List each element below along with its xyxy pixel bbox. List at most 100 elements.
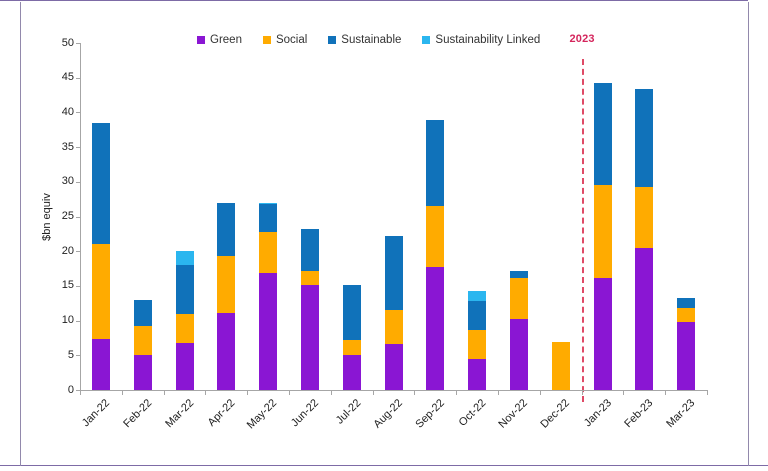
x-axis-tick	[330, 391, 332, 395]
bar-segment-green	[133, 355, 152, 390]
y-tick-label: 20	[61, 244, 74, 257]
bar-segment-sustainable	[677, 297, 696, 309]
legend-swatch-icon	[422, 36, 431, 44]
y-tick-label: 10	[61, 314, 74, 327]
bar-segment-social	[384, 310, 403, 345]
bar-segment-social	[551, 342, 570, 390]
bar-apr-22	[217, 203, 236, 390]
bar-segment-social	[259, 231, 278, 274]
bar-segment-green	[91, 339, 110, 390]
bar-segment-social	[426, 206, 445, 268]
bar-feb-23	[635, 88, 654, 390]
y-axis-line	[80, 43, 81, 391]
bar-segment-sustainable	[509, 271, 528, 278]
bar-segment-social	[133, 326, 152, 356]
bar-segment-sustainable	[217, 203, 236, 257]
x-tick-label-mar-23: Mar-23	[664, 397, 698, 431]
x-axis-tick	[623, 391, 625, 395]
plot-area: 0 5 10 15 20 25 30 35 40 45 50 Jan-22 Feb-22 Mar-22 Ap…	[62, 37, 708, 431]
y-tick-label: 5	[67, 348, 74, 361]
bar-segment-social	[91, 243, 110, 340]
x-axis-tick	[414, 391, 416, 395]
bar-segment-sustainable	[133, 299, 152, 327]
y-axis-tick	[76, 390, 80, 391]
x-tick-label-aug-22: Aug-22	[371, 397, 405, 431]
x-tick-label-may-22: May-22	[245, 397, 280, 432]
x-tick-label-dec-22: Dec-22	[538, 397, 573, 431]
bar-segment-social	[300, 270, 319, 286]
y-tick-label: 40	[61, 105, 74, 118]
bar-sep-22	[426, 120, 445, 390]
legend-swatch-icon	[328, 36, 337, 44]
x-axis-tick	[581, 391, 583, 395]
annotation-2023-label: 2023	[569, 33, 595, 45]
bar-segment-social	[342, 340, 361, 356]
panel-border-left	[20, 2, 21, 466]
x-axis-tick	[372, 391, 374, 395]
bar-segment-sustainability-linked	[468, 290, 487, 302]
x-axis-line	[80, 390, 708, 391]
x-tick-label-sep-22: Sep-22	[413, 397, 447, 431]
bar-segment-green	[593, 278, 612, 390]
bar-segment-sustainable	[635, 88, 654, 188]
x-tick-label-oct-22: Oct-22	[456, 397, 489, 429]
bar-nov-22	[509, 271, 528, 390]
legend-label: Sustainable	[341, 34, 402, 46]
legend-label: Green	[210, 34, 242, 46]
panel-border-top	[0, 0, 748, 1]
x-axis-tick	[205, 391, 207, 395]
x-axis-tick	[163, 391, 165, 395]
bar-segment-sustainable	[468, 301, 487, 331]
bar-segment-green	[384, 344, 403, 390]
chart-legend: Green Social Sustainable Sustainability Lin…	[197, 34, 540, 46]
legend-item-social: Social	[262, 34, 308, 46]
bar-feb-22	[133, 299, 152, 390]
x-axis-tick	[247, 391, 249, 395]
y-axis-tick	[76, 251, 80, 253]
bar-segment-sustainability-linked	[175, 251, 194, 266]
bar-oct-22	[468, 290, 487, 390]
bar-segment-social	[635, 187, 654, 249]
bar-segment-green	[259, 273, 278, 390]
bar-segment-sustainable	[175, 265, 194, 315]
bar-segment-sustainable	[259, 204, 278, 232]
x-tick-label-feb-22: Feb-22	[121, 397, 155, 431]
y-axis-tick	[76, 285, 80, 287]
panel-border-right	[748, 2, 749, 466]
legend-label: Sustainability Linked	[435, 34, 541, 46]
bar-segment-sustainable	[593, 83, 612, 186]
legend-label: Social	[275, 34, 308, 46]
bar-segment-social	[593, 185, 612, 279]
bar-aug-22	[384, 235, 403, 390]
bar-segment-green	[426, 267, 445, 390]
y-tick-label: 30	[61, 175, 74, 188]
bar-segment-green	[509, 319, 528, 390]
bar-jul-22	[342, 285, 361, 390]
bar-segment-social	[217, 256, 236, 313]
bar-segment-sustainable	[342, 285, 361, 341]
y-tick-label: 15	[61, 279, 74, 292]
bar-segment-sustainable	[300, 229, 319, 271]
bar-segment-green	[635, 248, 654, 390]
bar-segment-social	[175, 314, 194, 343]
x-tick-label-mar-22: Mar-22	[162, 397, 196, 431]
y-axis-tick	[76, 216, 80, 218]
year-divider-dashed-line	[581, 59, 584, 402]
bar-jan-23	[593, 83, 612, 390]
y-axis-tick	[76, 43, 80, 44]
bar-segment-social	[468, 330, 487, 360]
bar-segment-green	[677, 322, 696, 390]
bar-segment-green	[342, 355, 361, 390]
y-tick-label: 50	[61, 36, 74, 49]
legend-item-sustainability-linked: Sustainability Linked	[422, 34, 540, 46]
legend-item-sustainable: Sustainable	[328, 34, 401, 46]
x-tick-label-jan-23: Jan-23	[581, 397, 614, 430]
y-axis-tick	[76, 147, 80, 149]
bar-segment-green	[300, 285, 319, 390]
bar-segment-green	[217, 312, 236, 390]
x-tick-label-jun-22: Jun-22	[289, 397, 322, 430]
y-tick-label: 25	[61, 210, 74, 222]
bar-dec-22	[551, 342, 570, 390]
y-axis-tick	[76, 181, 80, 183]
bar-segment-green	[468, 359, 487, 390]
